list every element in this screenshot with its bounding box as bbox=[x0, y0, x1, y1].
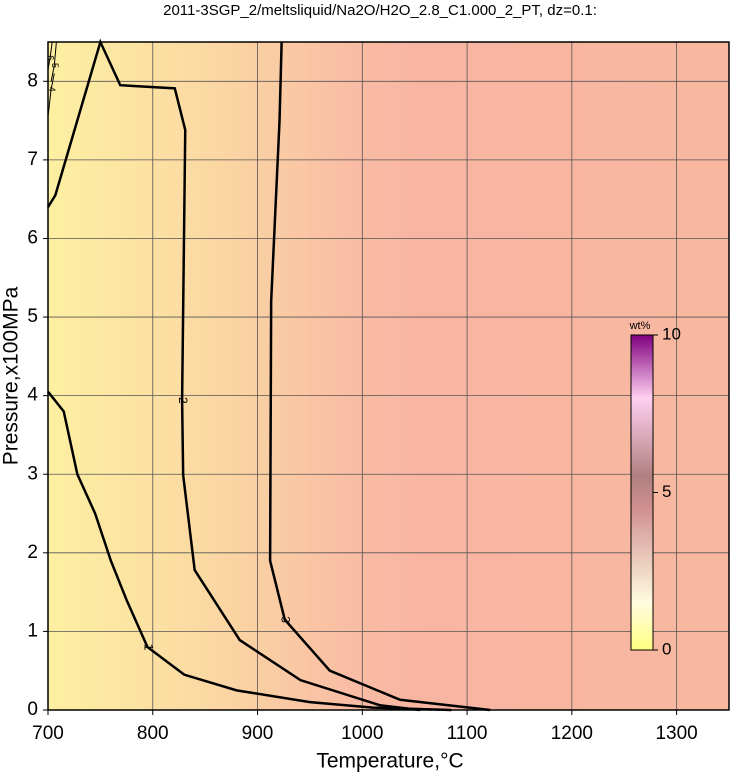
contour-line bbox=[47, 390, 452, 712]
y-tick-label: 2 bbox=[27, 542, 38, 563]
contour-label: 4 bbox=[47, 87, 57, 92]
x-tick-label: 800 bbox=[137, 723, 169, 744]
colorbar-label: wt% bbox=[629, 320, 651, 332]
y-tick-label: 5 bbox=[27, 306, 38, 327]
contour-line bbox=[268, 41, 491, 712]
x-tick-label: 1300 bbox=[655, 723, 697, 744]
contour-label: 5 bbox=[50, 63, 60, 68]
contour-label: 2 bbox=[176, 397, 190, 404]
contour-line bbox=[50, 41, 57, 82]
y-tick-label: 3 bbox=[27, 463, 38, 484]
y-tick-label: 8 bbox=[27, 70, 38, 91]
colorbar bbox=[630, 334, 654, 651]
x-tick-label: 700 bbox=[32, 723, 64, 744]
grid bbox=[47, 42, 729, 711]
contour-label: 1 bbox=[141, 644, 155, 651]
x-tick-label: 1000 bbox=[341, 723, 383, 744]
colorbar-tick-label: 0 bbox=[662, 639, 671, 658]
colorbar-tick-label: 10 bbox=[662, 324, 681, 343]
y-tick-label: 6 bbox=[27, 227, 38, 248]
y-tick-label: 0 bbox=[27, 699, 38, 720]
x-tick-label: 1200 bbox=[551, 723, 593, 744]
x-axis-label: Temperature,°C bbox=[316, 750, 463, 773]
y-tick-label: 4 bbox=[27, 385, 38, 406]
colorbar-tick-label: 5 bbox=[662, 482, 671, 501]
y-axis-label: Pressure,x100MPa bbox=[0, 286, 23, 465]
chart-title: 2011-3SGP_2/meltsliquid/Na2O/H2O_2.8_C1.… bbox=[163, 2, 597, 19]
plot-frame bbox=[47, 41, 730, 711]
contour-label: 3 bbox=[279, 616, 293, 623]
y-tick-label: 7 bbox=[27, 149, 38, 170]
y-tick-label: 1 bbox=[27, 620, 38, 641]
x-tick-label: 1100 bbox=[447, 723, 488, 744]
contour-label: 6 bbox=[46, 55, 56, 60]
contour-line bbox=[47, 73, 55, 117]
x-tick-label: 900 bbox=[242, 723, 274, 744]
plot-area bbox=[48, 42, 729, 710]
